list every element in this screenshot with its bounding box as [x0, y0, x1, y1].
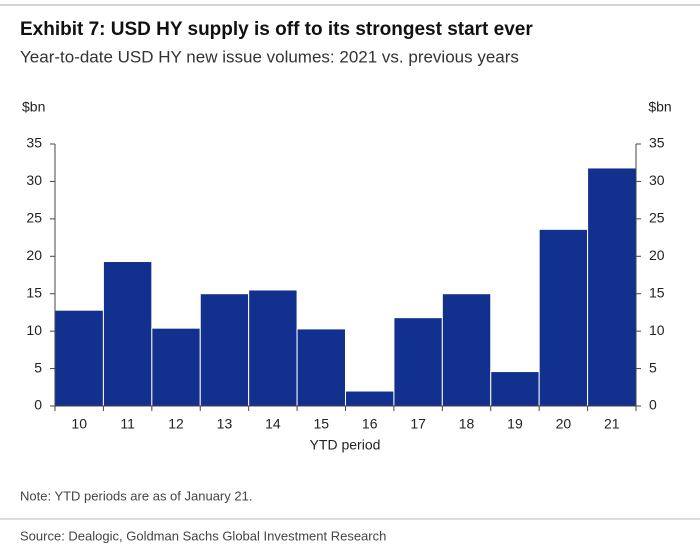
bar	[393, 317, 443, 407]
y2-tick-label: 20	[649, 247, 665, 263]
y2-tick-label: 35	[649, 135, 665, 151]
chart-title: Exhibit 7: USD HY supply is off to its s…	[20, 19, 533, 40]
y-tick-label: 25	[26, 210, 42, 226]
x-tick-label: 21	[604, 416, 620, 432]
x-axis-label: YTD period	[310, 437, 381, 453]
bar	[587, 167, 637, 407]
x-tick-label: 18	[459, 416, 475, 432]
y2-tick-label: 5	[649, 359, 657, 375]
y2-tick-label: 25	[649, 210, 665, 226]
bar	[296, 328, 347, 407]
bar	[345, 390, 395, 407]
x-tick-label: 14	[265, 416, 281, 432]
x-tick-label: 10	[71, 416, 87, 432]
bar	[151, 327, 201, 407]
bar	[441, 293, 492, 407]
y2-tick-label: 10	[649, 322, 665, 338]
y2-tick-label: 0	[649, 397, 657, 413]
y-tick-label: 10	[26, 322, 42, 338]
x-tick-label: 20	[556, 416, 572, 432]
bar	[199, 293, 250, 407]
bar	[248, 289, 298, 407]
chart-subtitle: Year-to-date USD HY new issue volumes: 2…	[20, 47, 519, 66]
y2-tick-label: 15	[649, 284, 665, 300]
y-tick-label: 15	[26, 284, 42, 300]
x-tick-label: 13	[217, 416, 233, 432]
y-tick-label: 0	[34, 397, 42, 413]
y-tick-label: 20	[26, 247, 42, 263]
y-tick-label: 35	[26, 135, 42, 151]
x-tick-label: 11	[120, 416, 135, 432]
y2-axis-label: $bn	[648, 99, 671, 115]
x-tick-label: 16	[362, 416, 378, 432]
y2-tick-label: 30	[649, 172, 665, 188]
bar	[102, 261, 153, 407]
y-axis-label: $bn	[22, 99, 45, 115]
x-tick-label: 12	[168, 416, 184, 432]
bar	[490, 371, 540, 407]
source: Source: Dealogic, Goldman Sachs Global I…	[20, 528, 386, 543]
x-tick-label: 17	[410, 416, 426, 432]
bar	[538, 228, 589, 407]
y-tick-label: 30	[26, 172, 42, 188]
bar	[54, 309, 104, 407]
y-tick-label: 5	[34, 359, 42, 375]
note: Note: YTD periods are as of January 21.	[20, 488, 252, 503]
x-tick-label: 19	[507, 416, 523, 432]
x-tick-label: 15	[314, 416, 330, 432]
